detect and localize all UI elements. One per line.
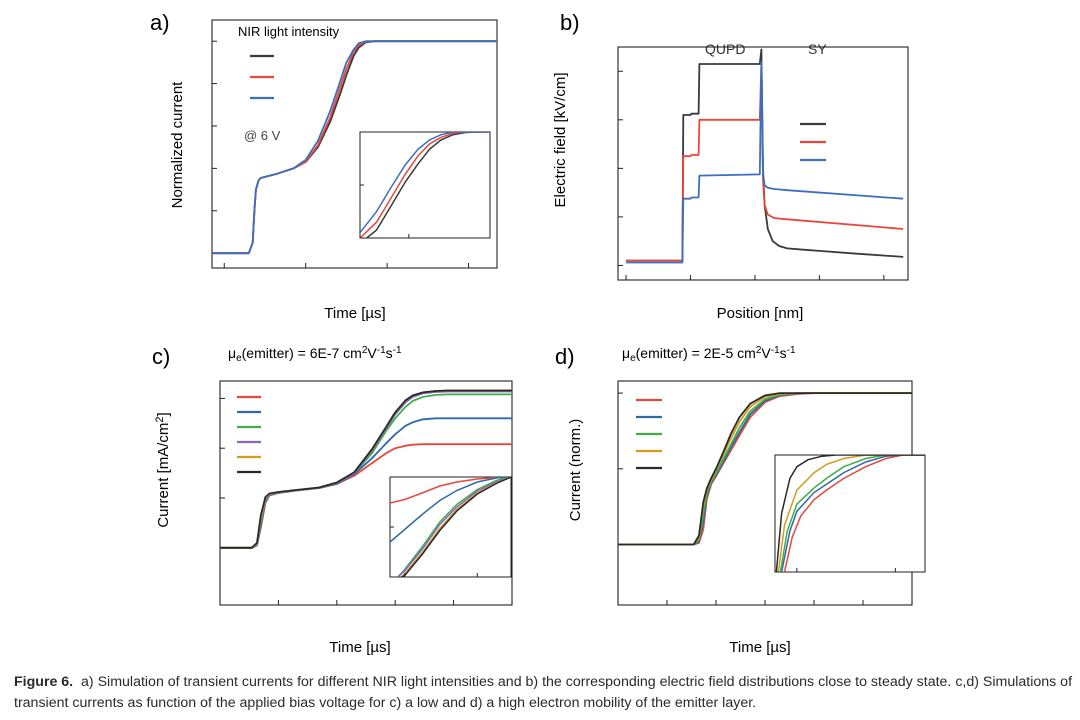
panel-b-ylabel: Electric field [kV/cm] <box>552 72 569 207</box>
panel-a-label: a) <box>150 10 170 35</box>
panel-c-title: μe(emitter) = 6E-7 cm2V-1s-1 <box>228 345 402 364</box>
panel-c-ylabel: Current [mA/cm2] <box>154 412 172 527</box>
plot-frame <box>617 46 909 281</box>
panel-a-chart: Normalized current Time [µs] NIR light i… <box>169 19 498 322</box>
inset-series-line <box>777 455 925 572</box>
panel-d-xlabel: Time [µs] <box>729 639 790 656</box>
plot-frame <box>211 19 498 269</box>
inset-series-line <box>390 477 511 543</box>
plot-frame <box>219 380 513 606</box>
inset-series-group <box>390 477 511 577</box>
panel-a-xlabel: Time [µs] <box>324 305 385 322</box>
caption-text: a) Simulation of transient currents for … <box>14 674 1073 711</box>
inset-series-group <box>775 455 925 572</box>
inset-series-line <box>360 132 490 234</box>
figure-6: a) b) c) d) Normalized current Time [µs]… <box>150 10 926 656</box>
panel-d-label: d) <box>555 344 575 369</box>
inset-series-line <box>775 455 925 572</box>
panel-a-annotation: @ 6 V <box>244 128 281 143</box>
panel-d-title: μe(emitter) = 2E-5 cm2V-1s-1 <box>622 345 796 364</box>
series-line-10-v <box>220 389 512 549</box>
series-line-100- <box>212 40 497 255</box>
inset-series-line <box>400 477 511 577</box>
panel-c-chart: μe(emitter) = 6E-7 cm2V-1s-1 Current [mA… <box>154 345 513 656</box>
panel-b-label: b) <box>560 10 580 35</box>
inset-series-line <box>783 455 925 572</box>
panel-d-ylabel: Current (norm.) <box>567 419 584 522</box>
panel-b-xlabel: Position [nm] <box>717 305 804 322</box>
panel-b-label-sy: SY <box>808 41 827 57</box>
panel-a-legend-title: NIR light intensity <box>238 24 340 39</box>
series-line-100- <box>626 60 904 264</box>
panel-d-chart: μe(emitter) = 2E-5 cm2V-1s-1 Current (no… <box>567 345 926 656</box>
series-line-10-v <box>618 392 912 546</box>
inset-series-line <box>360 132 490 238</box>
panel-b-chart: Electric field [kV/cm] Position [nm] QUP… <box>552 41 909 322</box>
figure-caption: Figure 6. a) Simulation of transient cur… <box>14 672 1074 714</box>
panel-c-label: c) <box>152 344 170 369</box>
series-line-50- <box>626 63 904 262</box>
panel-a-ylabel: Normalized current <box>169 81 186 209</box>
inset-series-line <box>397 477 511 577</box>
series-line-10- <box>626 48 904 262</box>
panel-c-xlabel: Time [µs] <box>329 639 390 656</box>
inset-series-line <box>397 477 511 577</box>
inset-series-line <box>779 455 925 572</box>
inset-series-group <box>360 132 490 238</box>
inset-frame <box>774 454 926 573</box>
panel-b-label-qupd: QUPD <box>705 41 745 57</box>
caption-label: Figure 6. <box>14 674 74 690</box>
inset-series-line <box>390 477 511 504</box>
